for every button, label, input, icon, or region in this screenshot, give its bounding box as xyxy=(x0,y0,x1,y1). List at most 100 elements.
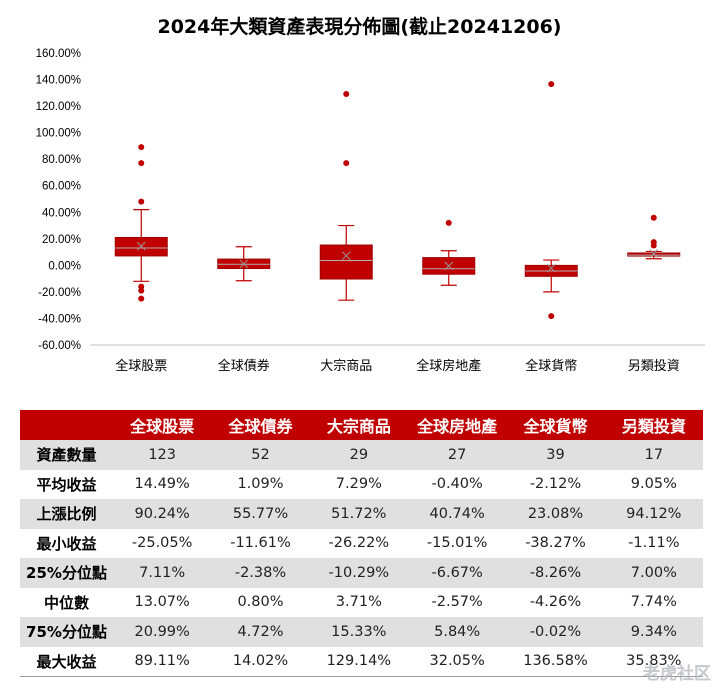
table-cell: -6.67% xyxy=(407,558,507,588)
table-cell: 40.74% xyxy=(407,499,507,529)
table-cell: -1.11% xyxy=(628,535,680,552)
y-tick-label: 160.00% xyxy=(36,48,81,60)
row-label: 上漲比例 xyxy=(20,499,113,529)
y-tick-label: -40.00% xyxy=(38,313,81,325)
table-row: 75%分位點 20.99% 4.72% 15.33% 5.84% -0.02% … xyxy=(20,617,703,647)
table-cell: -10.29% xyxy=(309,558,408,588)
x-category-label: 全球貨幣 xyxy=(525,358,577,374)
table-cell: 7.00% xyxy=(604,558,703,588)
table-row: 平均收益 14.49% 1.09% 7.29% -0.40% -2.12% 9.… xyxy=(20,470,703,500)
column-header: 大宗商品 xyxy=(309,410,408,440)
y-tick-label: -20.00% xyxy=(38,287,81,299)
mean-marker xyxy=(444,261,454,271)
table-row: 最大收益 89.11% 14.02% 129.14% 32.05% 136.58… xyxy=(20,646,703,677)
table-cell: 7.11% xyxy=(113,558,212,588)
table-cell: 14.02% xyxy=(211,646,310,677)
table-cell: 20.99% xyxy=(113,617,212,647)
table-cell: 29 xyxy=(309,440,408,470)
y-tick-label: 80.00% xyxy=(42,154,81,166)
outlier-point xyxy=(548,313,555,320)
outlier-point xyxy=(138,295,145,302)
column-header: 全球房地產 xyxy=(407,410,507,440)
table-cell: 15.33% xyxy=(309,617,408,647)
table-cell: 9.34% xyxy=(604,617,703,647)
table-cell: 129.14% xyxy=(309,646,408,677)
y-tick-label: 120.00% xyxy=(36,101,81,113)
x-category-label: 全球債券 xyxy=(218,358,270,374)
table-cell: -8.26% xyxy=(506,558,605,588)
table-row: 資產數量 123 52 29 27 39 17 xyxy=(20,440,703,470)
row-label: 最小收益 xyxy=(36,534,97,553)
outlier-point xyxy=(138,144,145,151)
table-cell: 7.74% xyxy=(630,594,677,611)
mean-marker xyxy=(649,248,659,258)
stats-table: 全球股票 全球債券 大宗商品 全球房地產 全球貨幣 另類投資 資產數量 123 … xyxy=(20,410,703,677)
table-cell: 32.05% xyxy=(407,646,507,677)
y-tick-label: 60.00% xyxy=(42,181,81,193)
table-cell: 89.11% xyxy=(113,646,212,677)
table-cell: -11.61% xyxy=(230,535,291,552)
x-category-label: 全球股票 xyxy=(115,358,167,374)
table-cell: 94.12% xyxy=(604,499,703,529)
x-category-label: 大宗商品 xyxy=(320,358,372,374)
y-tick-label: 40.00% xyxy=(42,207,81,219)
row-label: 中位數 xyxy=(43,593,89,612)
table-cell: -25.05% xyxy=(131,535,193,552)
row-label: 75%分位點 xyxy=(20,617,113,647)
table-cell: 13.07% xyxy=(134,594,190,611)
table-cell: 52 xyxy=(211,440,310,470)
table-cell: 123 xyxy=(113,440,212,470)
table-cell: 1.09% xyxy=(237,476,284,493)
table-cell: -2.12% xyxy=(529,476,582,493)
y-tick-label: -60.00% xyxy=(38,340,81,352)
table-row: 中位數 13.07% 0.80% 3.71% -2.57% -4.26% 7.7… xyxy=(20,588,703,618)
table-cell: 4.72% xyxy=(211,617,310,647)
table-row: 最小收益 -25.05% -11.61% -26.22% -15.01% -38… xyxy=(20,529,703,559)
table-cell: 35.83% xyxy=(604,646,703,677)
table-cell: -38.27% xyxy=(525,535,586,552)
outlier-point xyxy=(445,219,452,226)
table-cell: 9.05% xyxy=(630,476,677,493)
outlier-point xyxy=(138,160,145,167)
outlier-point xyxy=(138,287,145,294)
table-cell: -15.01% xyxy=(426,535,488,552)
y-tick-label: 140.00% xyxy=(36,75,81,87)
outlier-point xyxy=(650,242,657,249)
outlier-point xyxy=(343,90,350,97)
column-header: 全球股票 xyxy=(113,410,212,440)
mean-marker xyxy=(546,263,556,273)
table-cell: 17 xyxy=(604,440,703,470)
table-cell: -0.40% xyxy=(431,476,483,493)
table-cell: 5.84% xyxy=(407,617,507,647)
table-cell: 3.71% xyxy=(335,594,382,611)
mean-marker xyxy=(136,241,146,251)
outlier-point xyxy=(650,214,657,221)
table-cell: 0.80% xyxy=(237,594,284,611)
table-cell: -2.38% xyxy=(211,558,310,588)
mean-marker xyxy=(341,251,351,261)
table-cell: -26.22% xyxy=(328,535,390,552)
column-header: 全球貨幣 xyxy=(506,410,605,440)
mean-marker xyxy=(239,259,249,269)
table-cell: 90.24% xyxy=(113,499,212,529)
outlier-point xyxy=(343,160,350,167)
table-cell: 39 xyxy=(506,440,605,470)
table-cell: 55.77% xyxy=(211,499,310,529)
table-cell: -2.57% xyxy=(431,594,483,611)
y-tick-label: 0.00% xyxy=(48,260,81,272)
y-tick-label: 20.00% xyxy=(42,234,81,246)
table-cell: 51.72% xyxy=(309,499,408,529)
column-header: 另類投資 xyxy=(604,410,703,440)
x-category-label: 另類投資 xyxy=(628,358,680,374)
table-cell: 27 xyxy=(407,440,507,470)
x-category-label: 全球房地產 xyxy=(416,358,481,374)
table-cell: 7.29% xyxy=(335,476,382,493)
table-cell: 136.58% xyxy=(506,646,605,677)
outlier-point xyxy=(548,81,555,88)
row-label: 平均收益 xyxy=(36,475,97,494)
watermark: 老虎社区 xyxy=(643,664,711,684)
table-row: 上漲比例 90.24% 55.77% 51.72% 40.74% 23.08% … xyxy=(20,499,703,529)
outlier-point xyxy=(138,198,145,205)
column-header: 全球債券 xyxy=(211,410,310,440)
row-label: 資產數量 xyxy=(20,440,113,470)
